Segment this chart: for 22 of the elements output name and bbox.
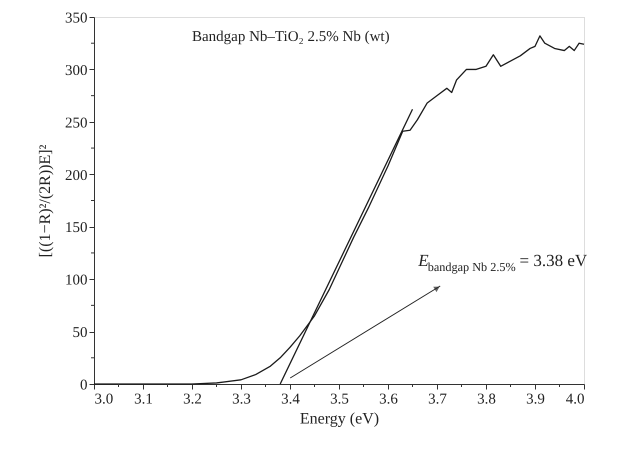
- x-tick-label: 3.9: [526, 392, 545, 408]
- y-tick-label: 200: [65, 168, 88, 184]
- y-axis-title: [((1−R)²/(2R))E]²: [37, 144, 54, 258]
- x-tick-label: 3.2: [183, 392, 202, 408]
- x-tick-label: 3.7: [428, 392, 448, 408]
- x-tick-label: 3.6: [379, 392, 398, 408]
- x-tick-label: 4.0: [566, 392, 584, 408]
- y-tick-label: 150: [65, 220, 88, 236]
- x-tick-label: 3.0: [94, 392, 114, 408]
- y-tick-label: 100: [65, 272, 88, 289]
- x-tick-label: 3.8: [477, 392, 496, 408]
- x-tick-label: 3.4: [281, 392, 300, 408]
- x-tick-label: 3.1: [134, 392, 153, 408]
- y-tick-label: 350: [65, 10, 88, 26]
- y-tick-label: 0: [80, 378, 88, 394]
- y-tick-label: 300: [65, 62, 88, 79]
- annotation: Bandgap Nb–TiO₂ 2.5% Nb (wt): [192, 29, 390, 45]
- x-axis-title: Energy (eV): [300, 410, 380, 428]
- x-tick-label: 3.5: [330, 392, 349, 408]
- y-tick-label: 250: [65, 115, 88, 132]
- y-tick-label: 50: [72, 325, 88, 342]
- x-tick-label: 3.3: [232, 392, 251, 408]
